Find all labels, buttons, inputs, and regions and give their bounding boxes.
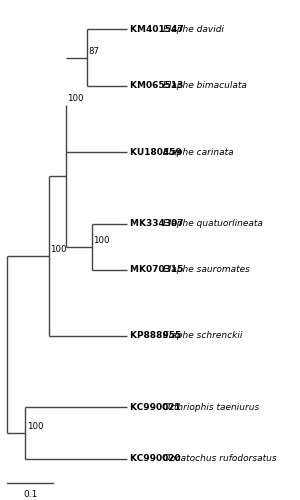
Text: 100: 100 [67,94,84,103]
Text: KP888955: KP888955 [130,332,184,340]
Text: Oocatochus rufodorsatus: Oocatochus rufodorsatus [164,454,277,463]
Text: Elaphe quatuorlineata: Elaphe quatuorlineata [164,219,263,228]
Text: MK334307: MK334307 [130,219,186,228]
Text: Elaphe bimaculata: Elaphe bimaculata [164,81,247,90]
Text: KM065513: KM065513 [130,81,186,90]
Text: Elaphe schrenckii: Elaphe schrenckii [164,332,243,340]
Text: KC990020: KC990020 [130,454,183,463]
Text: MK070315: MK070315 [130,265,186,274]
Text: 100: 100 [93,236,110,244]
Text: 0.1: 0.1 [23,490,37,498]
Text: Elaphe sauromates: Elaphe sauromates [164,265,250,274]
Text: 100: 100 [50,245,67,254]
Text: KM401547: KM401547 [130,25,187,34]
Text: 87: 87 [88,46,100,56]
Text: KU180459: KU180459 [130,148,184,156]
Text: Elaphe davidi: Elaphe davidi [164,25,224,34]
Text: 100: 100 [27,422,43,431]
Text: Orthriophis taeniurus: Orthriophis taeniurus [164,403,260,412]
Text: Elaphe carinata: Elaphe carinata [164,148,234,156]
Text: KC990021: KC990021 [130,403,184,412]
